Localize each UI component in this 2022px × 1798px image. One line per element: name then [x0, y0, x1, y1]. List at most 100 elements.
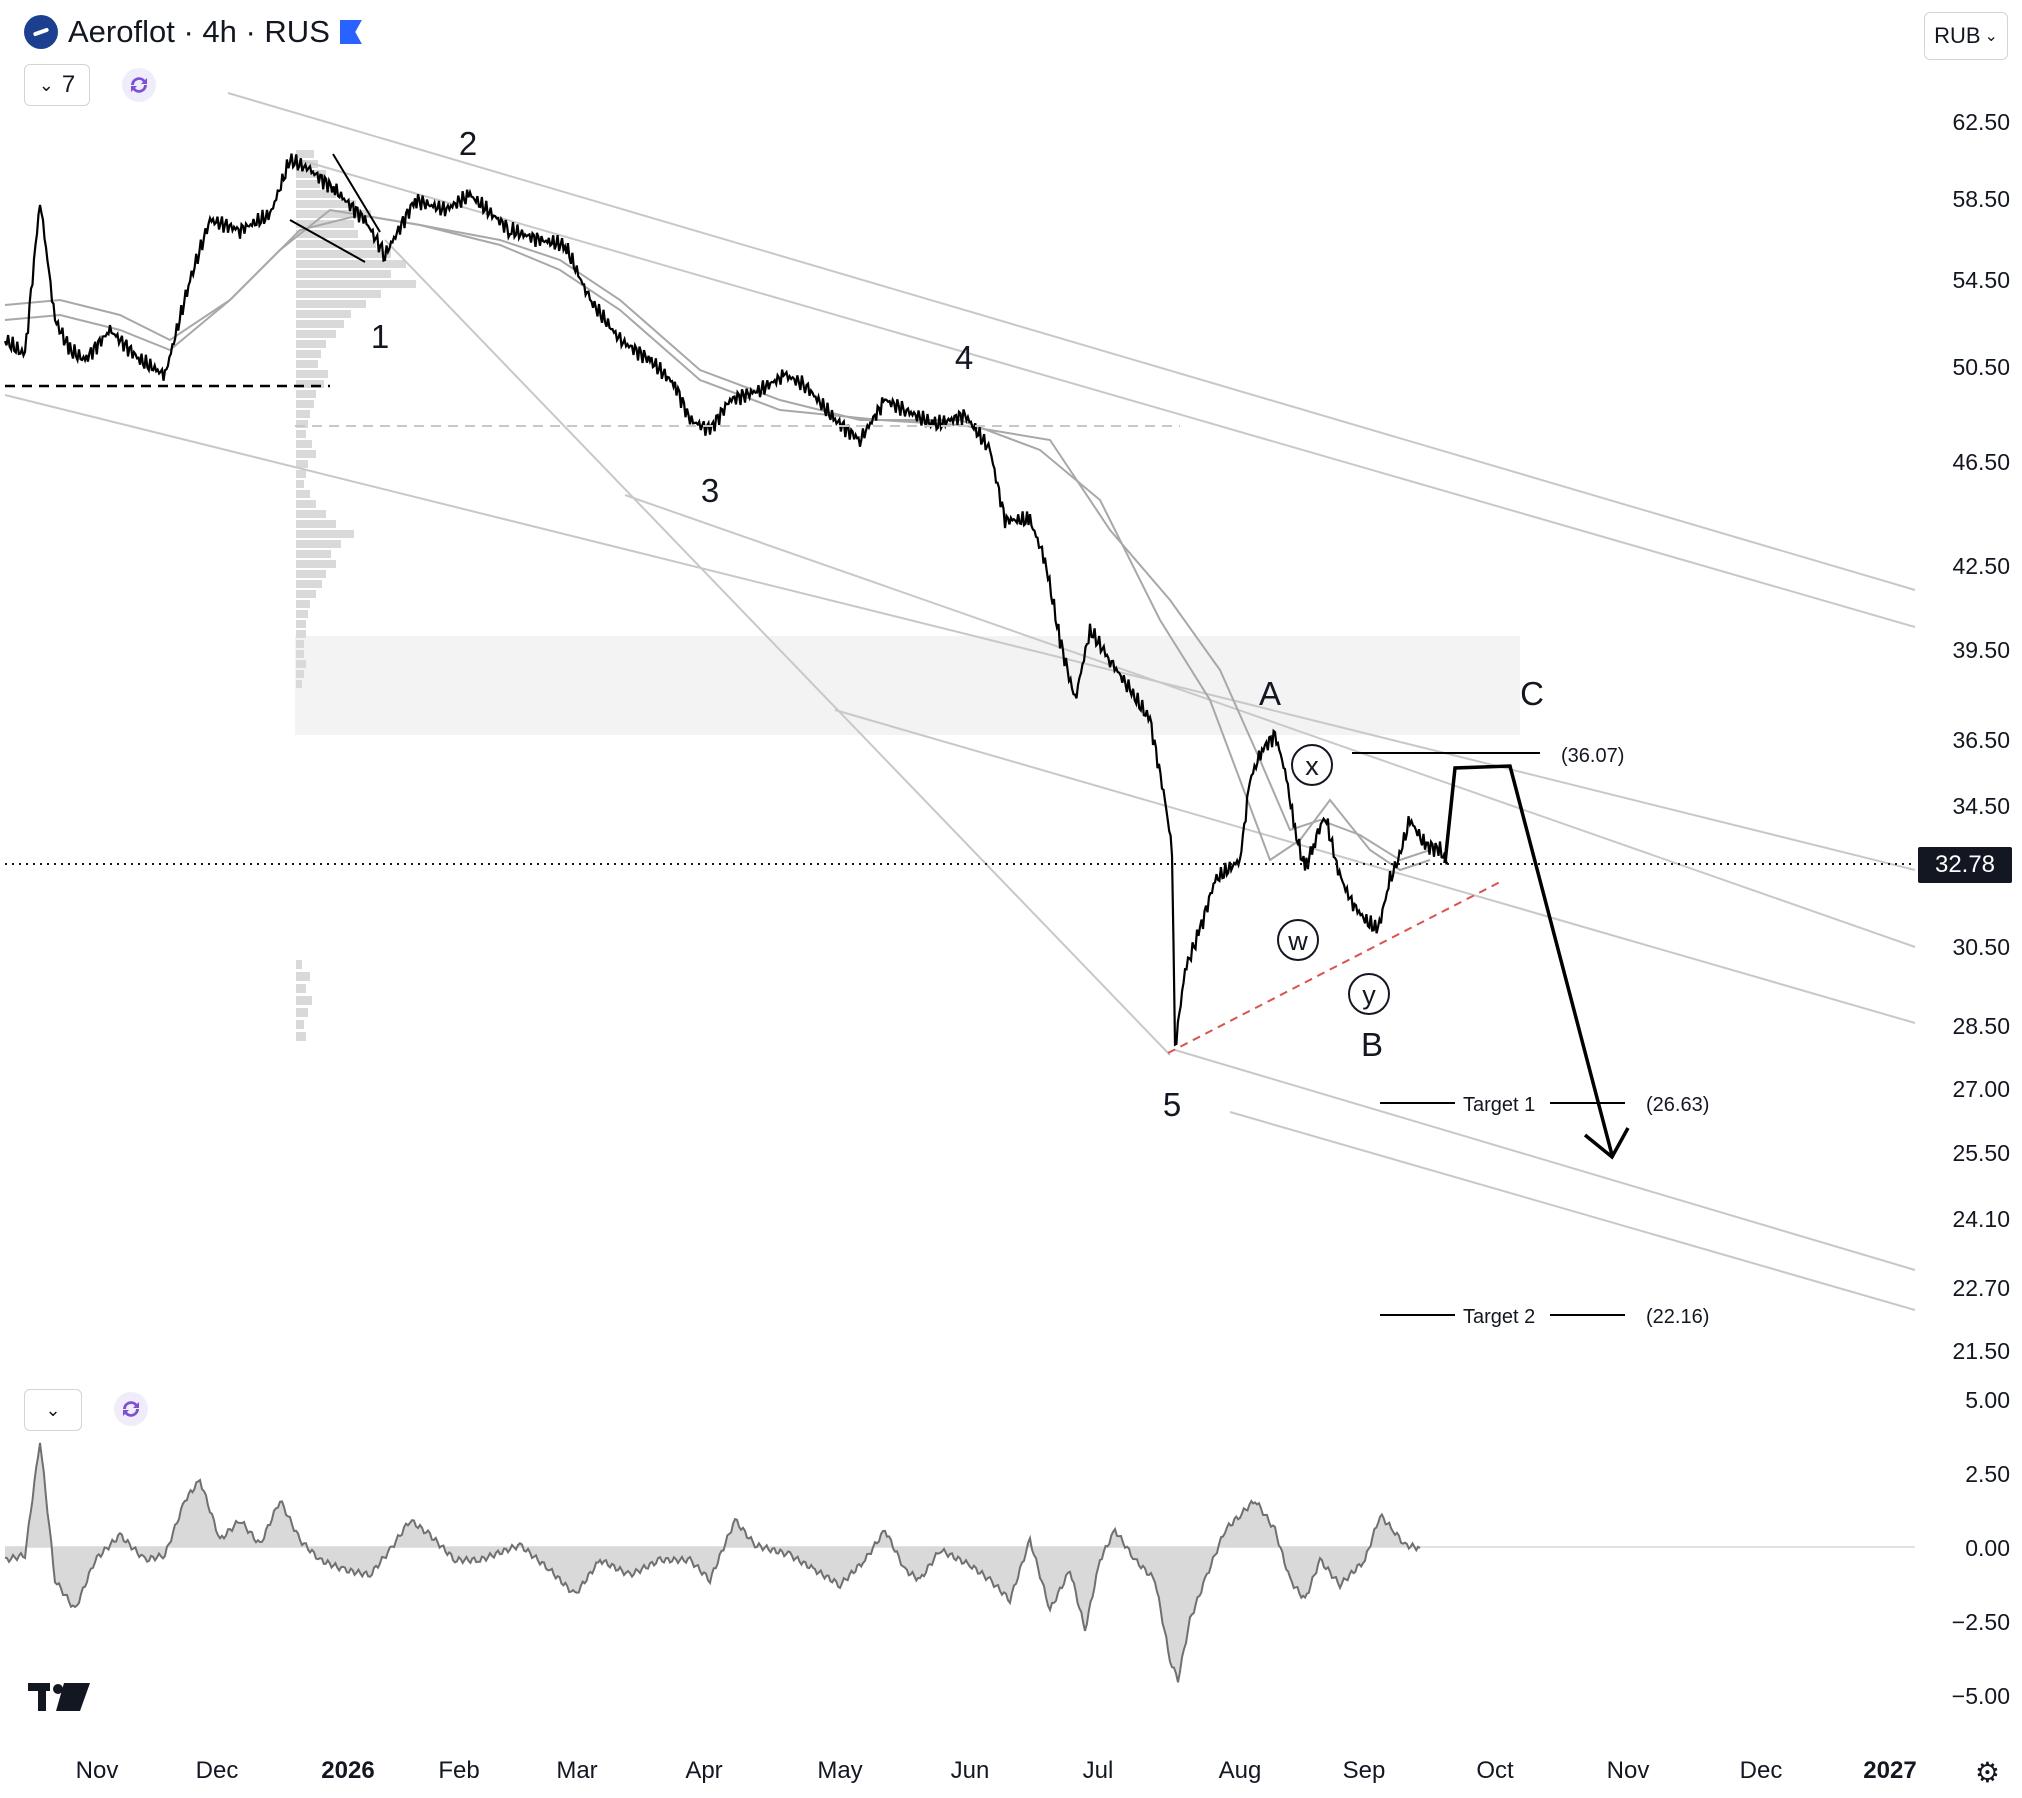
volume-profile-bar: [296, 380, 324, 388]
price-label: 34.50: [1952, 793, 2010, 819]
volume-profile-bar: [296, 580, 322, 588]
date-label: Apr: [685, 1757, 723, 1784]
target1-label: Target 1: [1463, 1094, 1535, 1116]
date-label: Aug: [1218, 1757, 1262, 1784]
date-label: Jul: [1082, 1757, 1114, 1784]
settings-icon[interactable]: ⚙: [1974, 1757, 2000, 1788]
price-label: 50.50: [1952, 354, 2010, 380]
price-label: 62.50: [1952, 109, 2010, 135]
volume-profile-bar: [296, 240, 376, 248]
target2-value: (22.16): [1646, 1306, 1709, 1328]
tradingview-logo-icon[interactable]: [28, 1680, 90, 1722]
channel-lines: [4, 92, 1916, 1311]
price-label: 22.70: [1952, 1275, 2010, 1301]
volume-profile-bar: [296, 270, 391, 278]
volume-profile-bar: [296, 210, 371, 218]
volume-profile-bar: [296, 300, 366, 308]
price-label: 46.50: [1952, 449, 2010, 475]
volume-profile-bar: [296, 500, 316, 508]
sub-wave-y-circle: [1348, 973, 1390, 1015]
price-label: 21.50: [1952, 1338, 2010, 1364]
price-label: 39.50: [1952, 637, 2010, 663]
oscillator-label: 5.00: [1965, 1387, 2010, 1413]
volume-profile-bar: [296, 1008, 308, 1017]
currency-label: RUB: [1934, 23, 1981, 48]
currency-select[interactable]: RUB ⌄: [1924, 12, 2008, 60]
volume-profile-bar: [296, 490, 310, 498]
volume-profile-bar: [296, 430, 306, 438]
oscillator-label: −5.00: [1951, 1683, 2010, 1709]
date-label: Nov: [1606, 1757, 1650, 1784]
volume-profile-bar: [296, 440, 312, 448]
date-label: Feb: [438, 1757, 480, 1784]
volume-profile-bar: [296, 630, 306, 638]
volume-profile-bar: [296, 290, 381, 298]
volume-profile-bar: [296, 360, 318, 368]
wave-label-b: B: [1361, 1026, 1383, 1063]
oscillator-sync-icon[interactable]: [114, 1392, 148, 1426]
price-label: 54.50: [1952, 267, 2010, 293]
flag-icon[interactable]: [339, 20, 362, 44]
sub-wave-y-label: y: [1362, 980, 1376, 1010]
volume-profile-bar: [296, 160, 318, 168]
moving-averages: [4, 208, 1431, 872]
price-label: 24.10: [1952, 1206, 2010, 1232]
volume-profile-bar: [296, 230, 358, 238]
volume-profile-bar: [296, 260, 406, 268]
indicators-toggle-button[interactable]: ⌄ 7: [24, 64, 90, 106]
volume-profile-bar: [296, 960, 302, 969]
wave-label-1: 1: [371, 318, 389, 355]
date-label: Dec: [195, 1757, 239, 1784]
volume-profile-bar: [296, 180, 320, 188]
volume-profile-bar: [296, 640, 304, 648]
chevron-down-icon: ⌄: [45, 1399, 61, 1420]
sub-wave-w-circle: [1277, 919, 1319, 961]
volume-profile-bar: [296, 590, 316, 598]
aeroflot-logo-icon: [24, 15, 58, 49]
volume-profile-bar: [296, 310, 351, 318]
oscillator-label: 2.50: [1965, 1461, 2010, 1487]
wave-label-c: C: [1520, 675, 1544, 712]
volume-profile-bar: [296, 320, 344, 328]
wave-label-4: 4: [955, 339, 973, 376]
price-label: 58.50: [1952, 186, 2010, 212]
target2-label: Target 2: [1463, 1306, 1535, 1328]
oscillator-line: [4, 1442, 1421, 1683]
volume-profile-bar: [296, 390, 316, 398]
chevron-down-icon: ⌄: [38, 74, 54, 95]
volume-profile-bar: [296, 370, 328, 378]
oscillator-label: 0.00: [1965, 1535, 2010, 1561]
sync-icon[interactable]: [122, 68, 156, 102]
volume-profile-bar: [296, 560, 336, 568]
volume-profile-bar: [296, 540, 341, 548]
projection-arrowhead: [1583, 1127, 1630, 1160]
date-label: 2027: [1863, 1757, 1917, 1784]
oscillator-fill: [5, 1442, 1420, 1683]
triangle-lines: [289, 153, 381, 263]
volume-profile-bar: [296, 190, 336, 198]
symbol-title: Aeroflot · 4h · RUS: [68, 14, 330, 49]
date-label: Dec: [1739, 1757, 1783, 1784]
price-label: 30.50: [1952, 934, 2010, 960]
volume-profile-bar: [296, 200, 356, 208]
volume-profile-bar: [296, 660, 306, 668]
volume-profile-bar: [296, 470, 306, 478]
volume-profile-bar: [296, 1020, 304, 1029]
supply-zone: [295, 636, 1520, 735]
volume-profile-bar: [296, 420, 308, 428]
date-label: Sep: [1342, 1757, 1386, 1784]
price-label: 25.50: [1952, 1140, 2010, 1166]
indicators-count: 7: [61, 71, 76, 98]
volume-profile-bar: [296, 520, 336, 528]
volume-profile-bar: [296, 350, 321, 358]
symbol-header[interactable]: Aeroflot · 4h · RUS: [24, 14, 362, 50]
volume-profile-bar: [296, 650, 304, 658]
sub-wave-w-label: w: [1287, 926, 1308, 956]
oscillator-toggle-button[interactable]: ⌄: [24, 1389, 82, 1431]
volume-profile-bar: [296, 410, 310, 418]
level-c-value: (36.07): [1561, 745, 1624, 767]
oscillator-label: −2.50: [1951, 1609, 2010, 1635]
volume-profile-bar: [296, 530, 354, 538]
sub-wave-x-label: x: [1305, 751, 1319, 781]
